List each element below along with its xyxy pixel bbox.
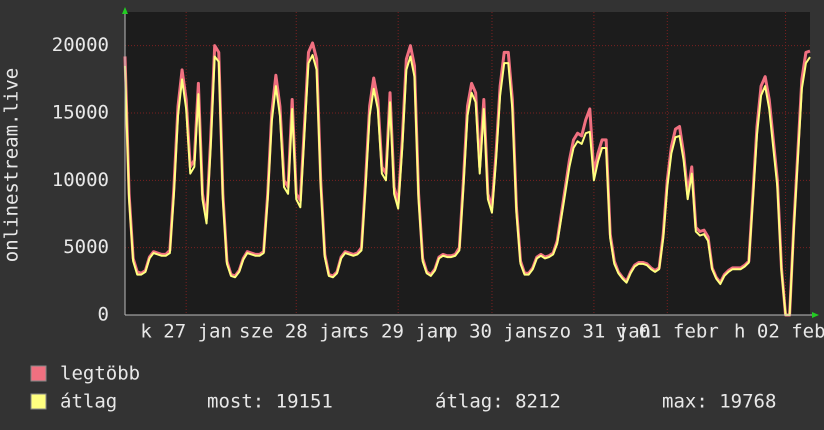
y-axis-label: onlinestream.live: [1, 68, 23, 262]
y-tick-label: 15000: [52, 102, 109, 124]
series-line: [124, 54, 811, 316]
legend-swatch: [30, 393, 47, 410]
x-tick-label: v 01 febr: [616, 321, 719, 343]
x-tick-label: k 27 jan: [140, 321, 232, 343]
y-tick-label: 10000: [52, 169, 109, 191]
grid: 0 5000 10000 15000 20000 k 27 jan sze 28 jancs…: [52, 12, 824, 343]
legend: legtöbb átlag most: 19151 átlag: 8212 max: 1…: [30, 363, 776, 413]
x-tick-label: szo 31 jan: [537, 321, 651, 343]
legend-swatch: [30, 365, 47, 382]
y-tick-label: 20000: [52, 34, 109, 56]
y-tick-label: 0: [98, 304, 109, 326]
x-tick-label: cs 29 jan: [347, 321, 450, 343]
x-arrow: [812, 312, 819, 318]
x-tick-label: h 02 febr: [734, 321, 824, 343]
legend-label: átlag: [60, 391, 117, 413]
x-tick-label: p 30 jan: [446, 321, 538, 343]
legend-stat: átlag: 8212: [435, 391, 561, 413]
plot-area: [125, 12, 810, 315]
y-tick-label: 5000: [63, 236, 109, 258]
legend-label: legtöbb: [60, 363, 140, 385]
marks: [123, 41, 811, 317]
legend-stat: most: 19151: [207, 391, 333, 413]
legend-stat: max: 19768: [662, 391, 776, 413]
axes: [122, 7, 819, 318]
y-arrow: [122, 7, 128, 14]
x-tick-label: sze 28 jan: [239, 321, 353, 343]
